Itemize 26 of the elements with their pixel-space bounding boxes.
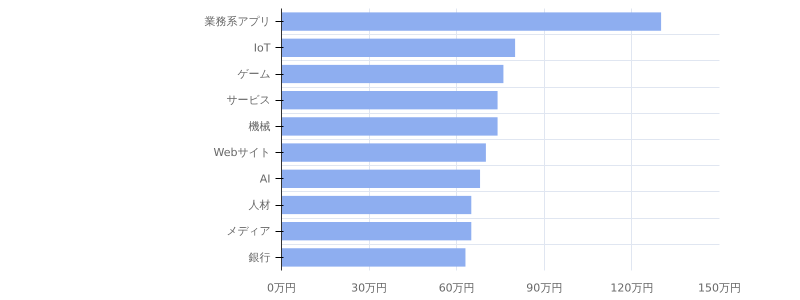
y-tick-label: 機械 xyxy=(248,120,270,133)
bar xyxy=(282,38,516,57)
bar xyxy=(282,222,472,240)
bar xyxy=(282,196,472,214)
bar xyxy=(282,170,480,188)
x-tick-label: 90万円 xyxy=(526,282,562,294)
y-tick-label: 業務系アプリ xyxy=(204,15,270,28)
bar xyxy=(282,117,498,136)
y-tick-label: メディア xyxy=(226,224,270,238)
x-tick-label: 150万円 xyxy=(698,282,741,294)
bar xyxy=(282,12,662,31)
x-tick-label: 120万円 xyxy=(610,282,654,294)
y-tick-label: ゲーム xyxy=(238,68,270,80)
y-tick-label: IoT xyxy=(254,41,271,54)
bar xyxy=(282,248,466,267)
bar xyxy=(282,64,504,84)
y-tick-label: 人材 xyxy=(248,198,270,212)
x-tick-label: 0万円 xyxy=(267,282,296,294)
bar xyxy=(282,143,486,162)
x-tick-label: 30万円 xyxy=(351,282,388,294)
y-tick-label: Webサイト xyxy=(214,146,270,160)
y-tick-label: サービス xyxy=(226,94,270,107)
bar xyxy=(282,91,498,110)
x-tick-label: 60万円 xyxy=(438,282,475,294)
y-tick-label: AI xyxy=(260,172,271,186)
y-tick-label: 銀行 xyxy=(248,250,270,264)
